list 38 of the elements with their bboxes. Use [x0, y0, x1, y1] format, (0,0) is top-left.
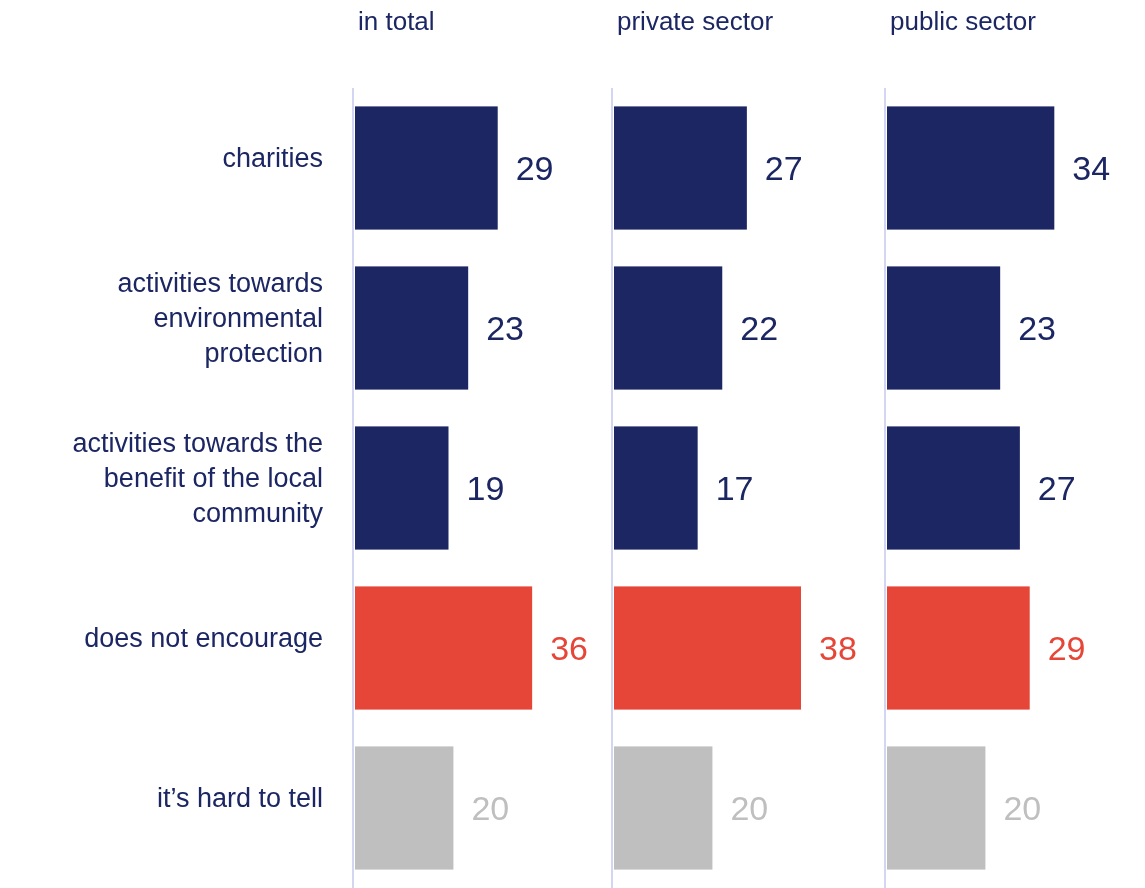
- bar: [355, 586, 533, 710]
- y-tick-label: charities: [222, 143, 323, 174]
- chart-title: in total: [358, 6, 435, 36]
- bar: [355, 266, 469, 390]
- data-label: 27: [764, 148, 803, 187]
- data-label: 23: [1018, 308, 1057, 347]
- data-label: 20: [730, 788, 769, 827]
- data-label: 22: [740, 308, 779, 347]
- bar: [887, 586, 1030, 710]
- bar: [887, 746, 986, 870]
- bar: [614, 586, 801, 710]
- data-label: 19: [466, 468, 505, 507]
- bar: [355, 426, 449, 550]
- bar: [614, 746, 713, 870]
- data-label: 17: [715, 468, 754, 507]
- bar: [355, 746, 454, 870]
- bar: [614, 266, 723, 390]
- data-label: 20: [471, 788, 510, 827]
- bar: [614, 106, 747, 230]
- y-tick-label: does not encourage: [84, 623, 323, 654]
- y-tick-label: it’s hard to tell: [156, 783, 323, 814]
- bar: [887, 426, 1020, 550]
- data-label: 38: [819, 628, 857, 667]
- y-tick-label: activities towards environmental protection: [117, 268, 323, 369]
- data-label: 34: [1072, 148, 1111, 187]
- bar: [887, 106, 1055, 230]
- data-label: 29: [1047, 628, 1086, 667]
- data-label: 23: [486, 308, 525, 347]
- y-tick-label: activities towards the benefit of the local community: [72, 428, 324, 529]
- data-label: 36: [550, 628, 588, 667]
- bar: [887, 266, 1001, 390]
- bar: [614, 426, 698, 550]
- data-label: 29: [515, 148, 554, 187]
- bar: [355, 106, 498, 230]
- data-label: 20: [1003, 788, 1042, 827]
- chart-title: public sector: [890, 6, 1037, 36]
- data-label: 27: [1037, 468, 1076, 507]
- chart-title: private sector: [617, 6, 774, 36]
